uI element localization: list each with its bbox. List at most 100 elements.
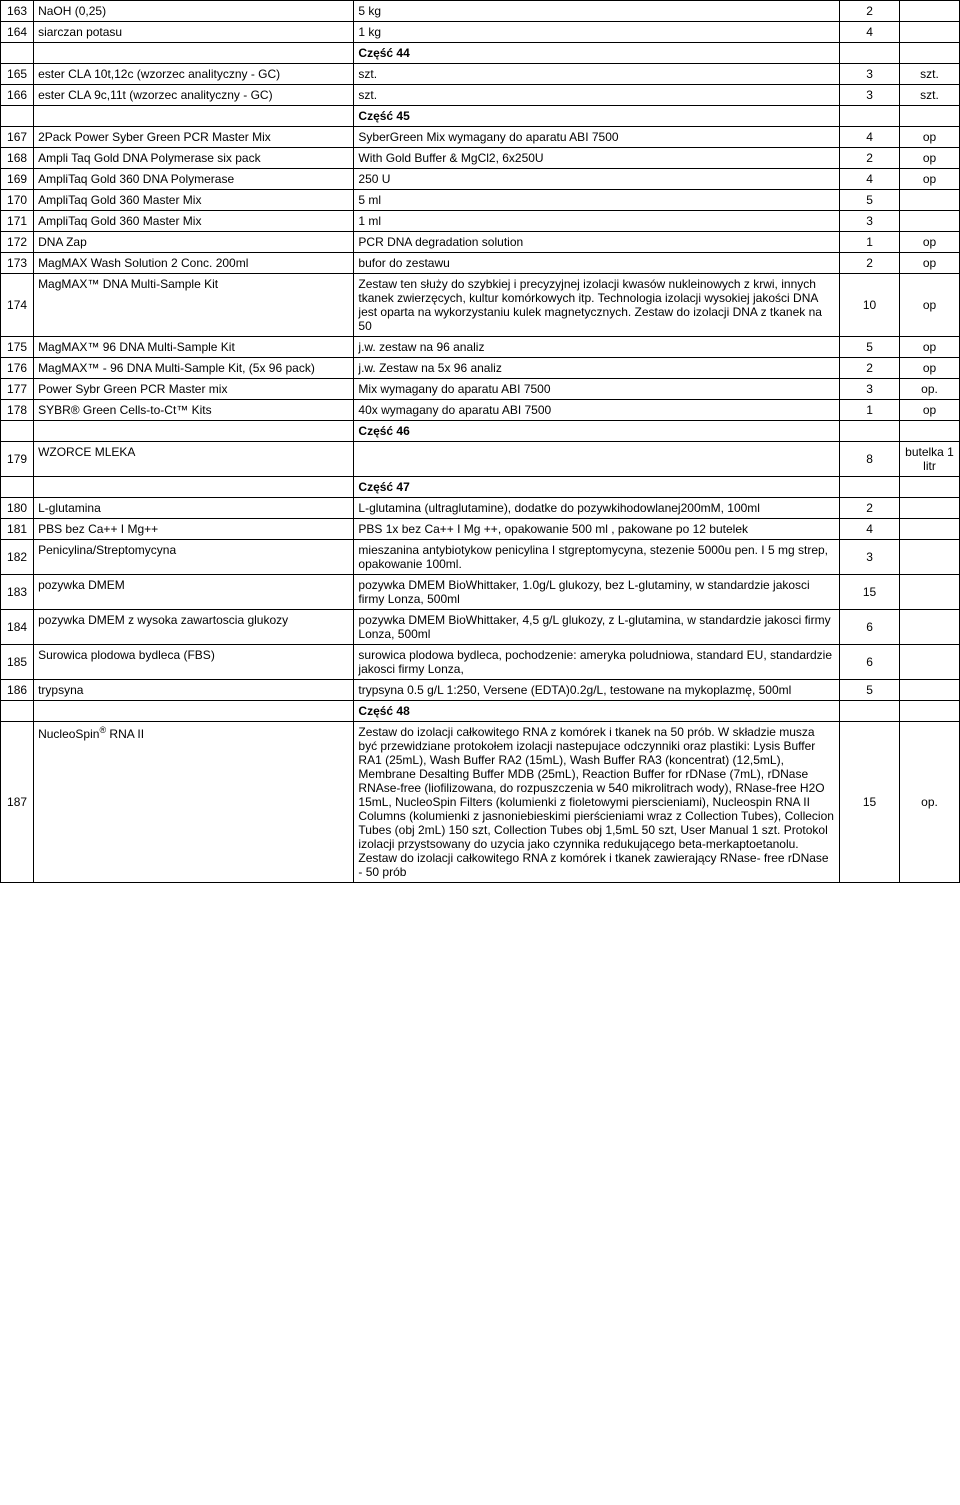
- item-name: pozywka DMEM: [34, 575, 354, 610]
- item-desc: surowica plodowa bydleca, pochodzenie: a…: [354, 645, 840, 680]
- item-desc: 1 kg: [354, 22, 840, 43]
- item-desc: bufor do zestawu: [354, 253, 840, 274]
- item-qty: 2: [840, 253, 900, 274]
- table-row: 180 L-glutamina L-glutamina (ultraglutam…: [1, 498, 960, 519]
- table-row: 171 AmpliTaq Gold 360 Master Mix 1 ml 3: [1, 211, 960, 232]
- row-number: 178: [1, 400, 34, 421]
- item-unit: op.: [900, 722, 960, 883]
- row-number: 184: [1, 610, 34, 645]
- item-desc: 250 U: [354, 169, 840, 190]
- table-row: 185 Surowica plodowa bydleca (FBS) surow…: [1, 645, 960, 680]
- item-unit: [900, 1, 960, 22]
- item-unit: szt.: [900, 85, 960, 106]
- item-unit: [900, 190, 960, 211]
- item-qty: 3: [840, 211, 900, 232]
- item-name: L-glutamina: [34, 498, 354, 519]
- row-number: 173: [1, 253, 34, 274]
- table-row: 177 Power Sybr Green PCR Master mix Mix …: [1, 379, 960, 400]
- item-qty: 2: [840, 498, 900, 519]
- section-row: Część 48: [1, 701, 960, 722]
- row-number: [1, 43, 34, 64]
- item-unit: butelka 1 litr: [900, 442, 960, 477]
- row-number: 185: [1, 645, 34, 680]
- item-qty: 10: [840, 274, 900, 337]
- item-unit: [900, 575, 960, 610]
- item-desc: j.w. Zestaw na 5x 96 analiz: [354, 358, 840, 379]
- row-number: 187: [1, 722, 34, 883]
- item-qty: 3: [840, 85, 900, 106]
- item-name: AmpliTaq Gold 360 Master Mix: [34, 211, 354, 232]
- row-number: 169: [1, 169, 34, 190]
- item-unit: [900, 22, 960, 43]
- row-number: 167: [1, 127, 34, 148]
- item-name: pozywka DMEM z wysoka zawartoscia glukoz…: [34, 610, 354, 645]
- item-qty: [840, 421, 900, 442]
- table-row: 182 Penicylina/Streptomycyna mieszanina …: [1, 540, 960, 575]
- item-name: NucleoSpin® RNA II: [34, 722, 354, 883]
- item-unit: [900, 211, 960, 232]
- item-desc: pozywka DMEM BioWhittaker, 4,5 g/L gluko…: [354, 610, 840, 645]
- table-row: 170 AmpliTaq Gold 360 Master Mix 5 ml 5: [1, 190, 960, 211]
- item-desc: Zestaw do izolacji całkowitego RNA z kom…: [354, 722, 840, 883]
- item-qty: 3: [840, 64, 900, 85]
- item-desc: PCR DNA degradation solution: [354, 232, 840, 253]
- item-name: ester CLA 9c,11t (wzorzec analityczny - …: [34, 85, 354, 106]
- item-unit: [900, 421, 960, 442]
- item-name: AmpliTaq Gold 360 DNA Polymerase: [34, 169, 354, 190]
- item-unit: [900, 43, 960, 64]
- table-row: 174 MagMAX™ DNA Multi-Sample Kit Zestaw …: [1, 274, 960, 337]
- row-number: 179: [1, 442, 34, 477]
- item-unit: op: [900, 337, 960, 358]
- table-row: 184 pozywka DMEM z wysoka zawartoscia gl…: [1, 610, 960, 645]
- table-row: 172 DNA Zap PCR DNA degradation solution…: [1, 232, 960, 253]
- item-desc: SyberGreen Mix wymagany do aparatu ABI 7…: [354, 127, 840, 148]
- item-desc: 1 ml: [354, 211, 840, 232]
- row-number: [1, 477, 34, 498]
- row-number: 183: [1, 575, 34, 610]
- item-qty: 4: [840, 127, 900, 148]
- item-desc: With Gold Buffer & MgCl2, 6x250U: [354, 148, 840, 169]
- item-desc: 40x wymagany do aparatu ABI 7500: [354, 400, 840, 421]
- item-unit: [900, 498, 960, 519]
- section-title: Część 44: [354, 43, 840, 64]
- row-number: 177: [1, 379, 34, 400]
- item-name: [34, 701, 354, 722]
- section-row: Część 45: [1, 106, 960, 127]
- item-qty: [840, 43, 900, 64]
- item-unit: [900, 610, 960, 645]
- row-number: [1, 106, 34, 127]
- table-row: 183 pozywka DMEM pozywka DMEM BioWhittak…: [1, 575, 960, 610]
- item-unit: [900, 477, 960, 498]
- item-name: [34, 43, 354, 64]
- item-qty: 4: [840, 519, 900, 540]
- item-unit: [900, 701, 960, 722]
- item-name: trypsyna: [34, 680, 354, 701]
- row-number: 176: [1, 358, 34, 379]
- table-row: 181 PBS bez Ca++ I Mg++ PBS 1x bez Ca++ …: [1, 519, 960, 540]
- item-qty: 5: [840, 680, 900, 701]
- item-name: siarczan potasu: [34, 22, 354, 43]
- table-row: 178 SYBR® Green Cells-to-Ct™ Kits 40x wy…: [1, 400, 960, 421]
- item-name: Surowica plodowa bydleca (FBS): [34, 645, 354, 680]
- item-qty: 6: [840, 610, 900, 645]
- item-name: NaOH (0,25): [34, 1, 354, 22]
- item-name: MagMAX™ - 96 DNA Multi-Sample Kit, (5x 9…: [34, 358, 354, 379]
- item-qty: 4: [840, 22, 900, 43]
- row-number: 186: [1, 680, 34, 701]
- item-qty: 5: [840, 190, 900, 211]
- table-row: 173 MagMAX Wash Solution 2 Conc. 200ml b…: [1, 253, 960, 274]
- section-title: Część 45: [354, 106, 840, 127]
- row-number: 165: [1, 64, 34, 85]
- section-row: Część 46: [1, 421, 960, 442]
- item-name: Penicylina/Streptomycyna: [34, 540, 354, 575]
- table-row: 187 NucleoSpin® RNA II Zestaw do izolacj…: [1, 722, 960, 883]
- item-unit: [900, 540, 960, 575]
- item-desc: [354, 442, 840, 477]
- item-name: AmpliTaq Gold 360 Master Mix: [34, 190, 354, 211]
- item-unit: op: [900, 253, 960, 274]
- item-name: 2Pack Power Syber Green PCR Master Mix: [34, 127, 354, 148]
- row-number: 180: [1, 498, 34, 519]
- row-number: 182: [1, 540, 34, 575]
- item-unit: [900, 645, 960, 680]
- item-unit: [900, 106, 960, 127]
